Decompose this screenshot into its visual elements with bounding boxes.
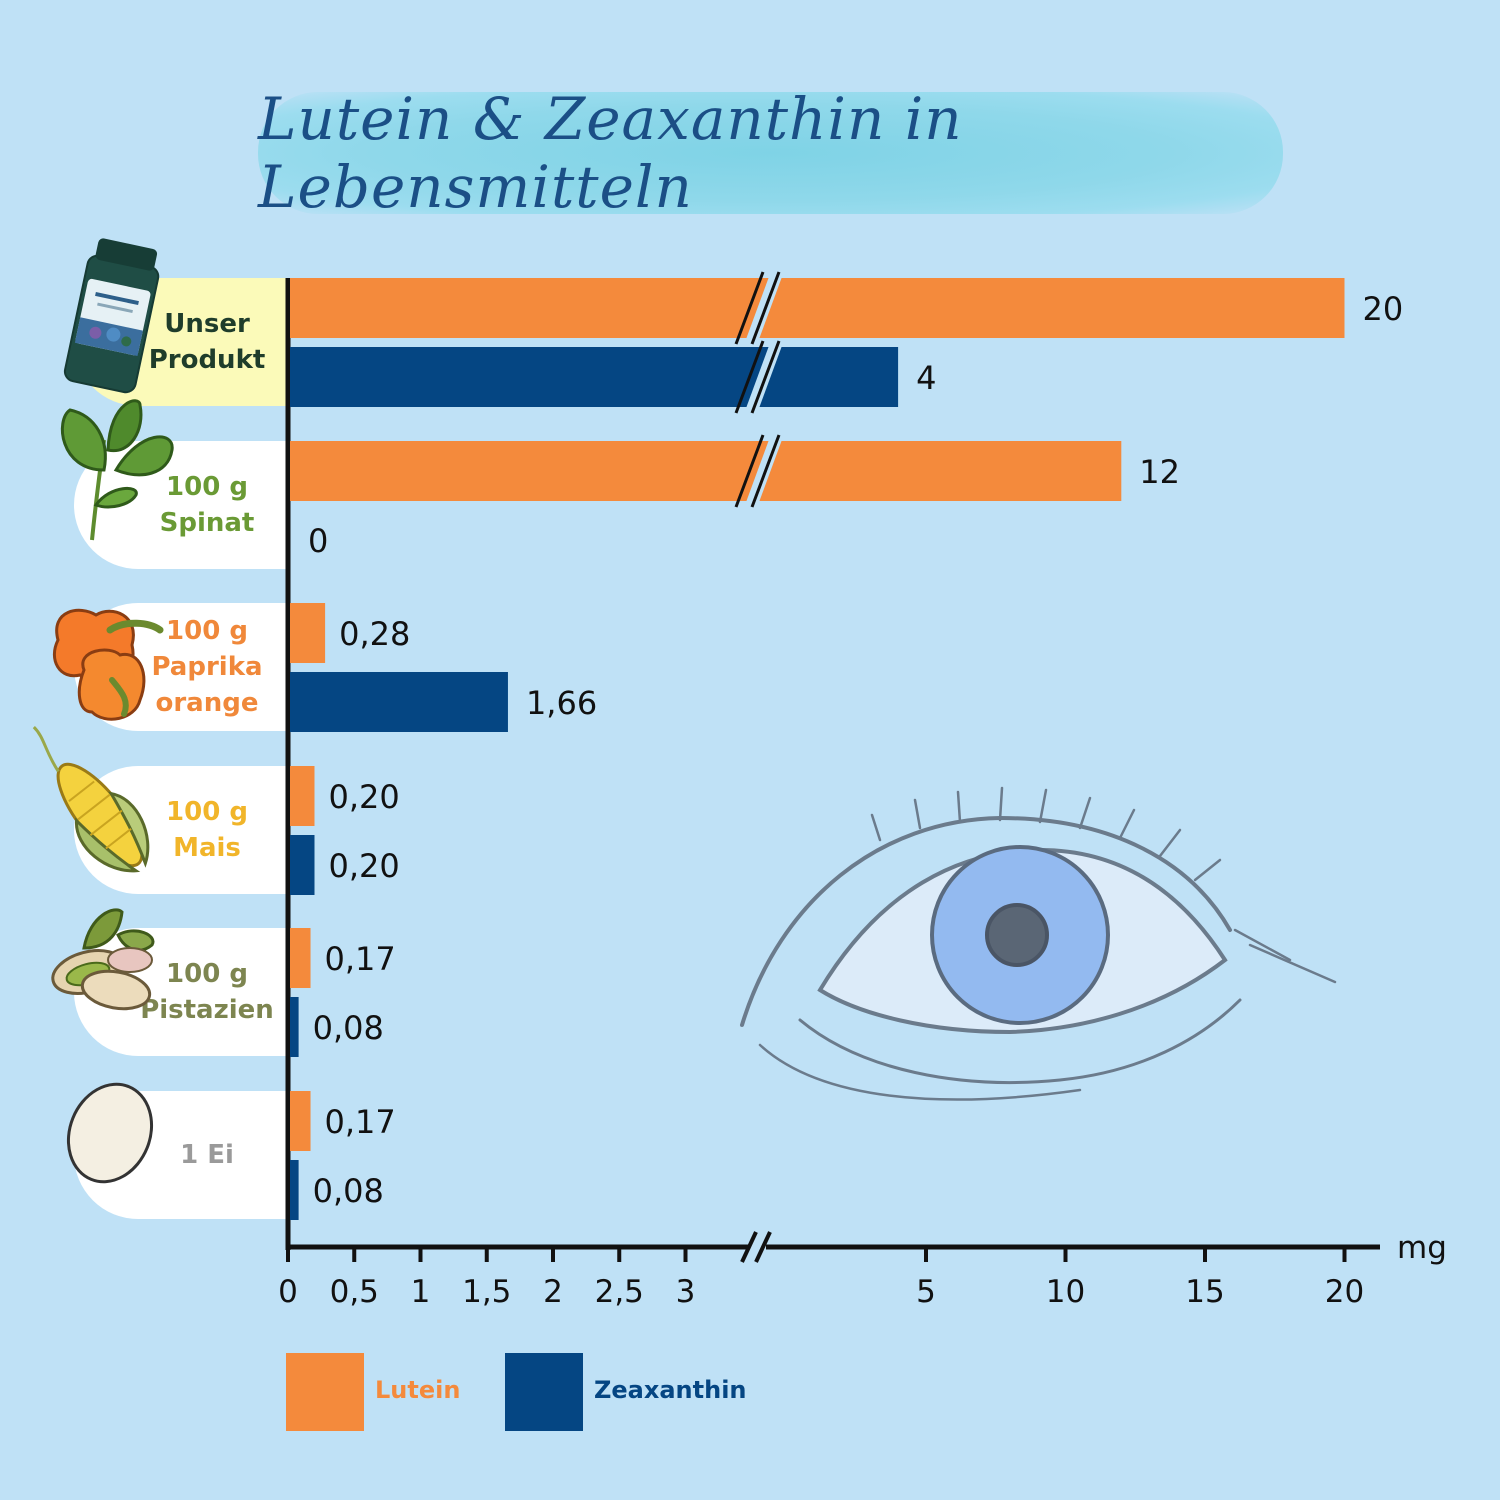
row-label-line: 100 g bbox=[166, 472, 248, 502]
row-label-line: 1 Ei bbox=[180, 1140, 234, 1170]
zeaxanthin-bar bbox=[290, 347, 899, 407]
zeaxanthin-bar bbox=[290, 997, 299, 1057]
legend-swatch-zeaxanthin bbox=[505, 1353, 583, 1431]
x-tick-label: 10 bbox=[1046, 1274, 1085, 1310]
zeaxanthin-value-label: 0,20 bbox=[329, 847, 400, 885]
row-label-line: 100 g bbox=[166, 616, 248, 646]
row-label-line: Produkt bbox=[148, 345, 266, 375]
x-axis-unit-label: mg bbox=[1397, 1230, 1447, 1266]
lutein-bar bbox=[290, 1091, 311, 1151]
x-tick-label: 0,5 bbox=[330, 1274, 379, 1310]
x-tick-label: 2,5 bbox=[595, 1274, 644, 1310]
row-label-product: Unser Produkt bbox=[138, 278, 276, 406]
eye-illustration bbox=[740, 786, 1337, 1101]
bar-break-mark bbox=[734, 340, 765, 414]
x-tick-label: 0 bbox=[278, 1274, 298, 1310]
axis-break-mark bbox=[740, 1231, 758, 1263]
zeaxanthin-value-label: 4 bbox=[916, 359, 936, 397]
axis-break-mark bbox=[754, 1231, 772, 1263]
x-tick-label: 1,5 bbox=[462, 1274, 511, 1310]
zeaxanthin-value-label: 1,66 bbox=[526, 684, 597, 722]
row-label-line: Spinat bbox=[159, 508, 255, 538]
x-tick-label: 5 bbox=[916, 1274, 936, 1310]
x-tick-label: 1 bbox=[411, 1274, 431, 1310]
zeaxanthin-bar bbox=[290, 835, 315, 895]
row-label-line: Pistazien bbox=[140, 995, 274, 1025]
row-label-egg: 1 Ei bbox=[138, 1091, 276, 1219]
zeaxanthin-value-label: 0 bbox=[308, 522, 328, 560]
row-label-line: Paprika bbox=[151, 652, 263, 682]
zeaxanthin-bar bbox=[290, 1160, 299, 1220]
row-label-line: Unser bbox=[164, 309, 250, 339]
egg-icon bbox=[66, 1082, 154, 1184]
row-label-line: 100 g bbox=[166, 797, 248, 827]
x-tick-label: 2 bbox=[543, 1274, 563, 1310]
row-label-corn: 100 g Mais bbox=[138, 766, 276, 894]
lutein-value-label: 0,28 bbox=[339, 615, 410, 653]
bell-pepper-icon bbox=[52, 608, 164, 721]
row-label-spinach: 100 g Spinat bbox=[138, 441, 276, 569]
lutein-bar bbox=[290, 766, 315, 826]
lutein-bar bbox=[290, 278, 1345, 338]
row-label-line: Mais bbox=[173, 833, 241, 863]
bar-break-mark bbox=[750, 271, 781, 345]
page-title: Lutein & Zeaxanthin in Lebensmitteln bbox=[258, 85, 963, 221]
row-label-line: orange bbox=[155, 688, 259, 718]
zeaxanthin-value-label: 0,08 bbox=[313, 1172, 384, 1210]
x-tick-label: 3 bbox=[676, 1274, 696, 1310]
row-label-line: 100 g bbox=[166, 959, 248, 989]
lutein-bar bbox=[290, 603, 326, 663]
pistachio-icon bbox=[51, 908, 155, 1011]
bar-break-mark bbox=[750, 340, 781, 414]
lutein-value-label: 0,17 bbox=[325, 1103, 396, 1141]
bar-break-mark bbox=[734, 271, 765, 345]
legend-swatch-lutein bbox=[286, 1353, 364, 1431]
supplement-bottle-icon bbox=[63, 238, 160, 394]
lutein-value-label: 0,20 bbox=[329, 778, 400, 816]
zeaxanthin-value-label: 0,08 bbox=[313, 1009, 384, 1047]
corn-icon bbox=[32, 726, 150, 873]
lutein-bar bbox=[290, 928, 311, 988]
x-tick-label: 20 bbox=[1325, 1274, 1364, 1310]
spinach-icon bbox=[60, 399, 174, 541]
x-tick-label: 15 bbox=[1185, 1274, 1224, 1310]
lutein-bar bbox=[290, 441, 1122, 501]
bar-break-mark bbox=[734, 434, 765, 508]
lutein-value-label: 20 bbox=[1363, 290, 1404, 328]
title-brush-band bbox=[258, 92, 1283, 214]
bar-break-mark bbox=[750, 434, 781, 508]
lutein-value-label: 0,17 bbox=[325, 940, 396, 978]
row-label-pistachio: 100 g Pistazien bbox=[138, 928, 276, 1056]
row-label-pepper: 100 g Paprika orange bbox=[138, 597, 276, 737]
legend-label-lutein: Lutein bbox=[375, 1376, 461, 1404]
lutein-value-label: 12 bbox=[1139, 453, 1180, 491]
zeaxanthin-bar bbox=[290, 672, 508, 732]
legend-label-zeaxanthin: Zeaxanthin bbox=[594, 1376, 747, 1404]
